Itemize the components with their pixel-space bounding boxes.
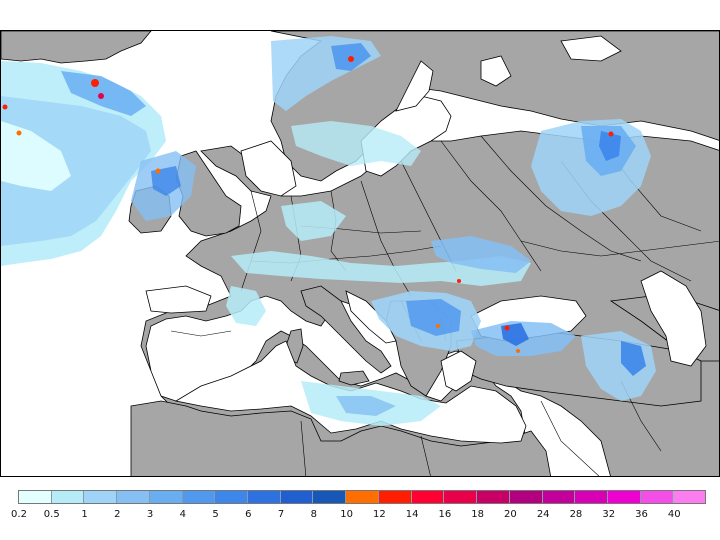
heavy-rain-spot (98, 93, 104, 99)
legend-swatch (117, 491, 150, 503)
legend-swatch (313, 491, 347, 503)
legend-tick-label: 28 (569, 509, 583, 520)
heavy-rain-spot (16, 130, 22, 136)
legend-tick-label: 6 (245, 509, 252, 520)
legend-swatch (51, 491, 85, 503)
heavy-rain-spot (436, 324, 440, 328)
heavy-rain-spot (457, 279, 461, 283)
heavy-rain-spot (608, 131, 614, 137)
legend-tick-label: 18 (471, 509, 485, 520)
heavy-rain-spot (516, 349, 520, 353)
legend-tick-label: 4 (179, 509, 186, 520)
legend-swatch (509, 491, 543, 503)
legend-swatch (411, 491, 445, 503)
legend-tick-label: 7 (277, 509, 285, 520)
legend-tick-label: 10 (340, 509, 353, 520)
legend-swatch (19, 491, 52, 503)
legend-tick-label: 0.5 (43, 509, 60, 520)
legend-swatch (182, 491, 216, 503)
map-canvas (1, 31, 719, 476)
legend-swatch (280, 491, 314, 503)
legend-tick-label: 20 (504, 509, 517, 520)
legend-swatch (215, 491, 249, 503)
legend-tick-label: 12 (373, 509, 386, 520)
legend-tick-label: 3 (146, 509, 154, 520)
heavy-rain-spot (504, 325, 510, 331)
legend-swatch (444, 491, 478, 503)
legend-swatch (640, 491, 674, 503)
legend-tick-label: 0.2 (11, 509, 27, 520)
legend-tick-label: 8 (310, 509, 318, 520)
precipitation-legend: 0.2 0.5 1 2 3 4 5 6 7 8 10 12 14 16 18 20 24 28 32 36 40 (11, 490, 708, 530)
legend-tick-label: 1 (81, 509, 88, 520)
legend-swatch (607, 491, 641, 503)
heavy-rain-spot (348, 56, 354, 62)
heavy-rain-spot (2, 104, 8, 110)
legend-tick-label: 36 (635, 509, 648, 520)
legend-color-bar (18, 490, 706, 504)
legend-tick-label: 5 (212, 509, 219, 520)
legend-swatch (248, 491, 281, 503)
legend-swatch (378, 491, 412, 503)
precipitation-layer (1, 36, 656, 426)
legend-tick-label: 16 (438, 509, 452, 520)
legend-tick-label: 32 (602, 509, 616, 520)
precipitation-map (0, 30, 720, 477)
heavy-rain-spot (155, 168, 161, 174)
legend-tick-label: 40 (667, 509, 681, 520)
legend-swatch (673, 491, 706, 503)
legend-tick-label: 14 (405, 509, 419, 520)
legend-swatch (84, 491, 118, 503)
legend-swatch (542, 491, 576, 503)
heavy-rain-spot (91, 79, 99, 87)
legend-swatch (346, 491, 379, 503)
legend-tick-label: 24 (536, 509, 550, 520)
legend-swatch (575, 491, 608, 503)
legend-swatch (477, 491, 510, 503)
legend-swatch (149, 491, 183, 503)
legend-tick-label: 2 (114, 509, 121, 520)
